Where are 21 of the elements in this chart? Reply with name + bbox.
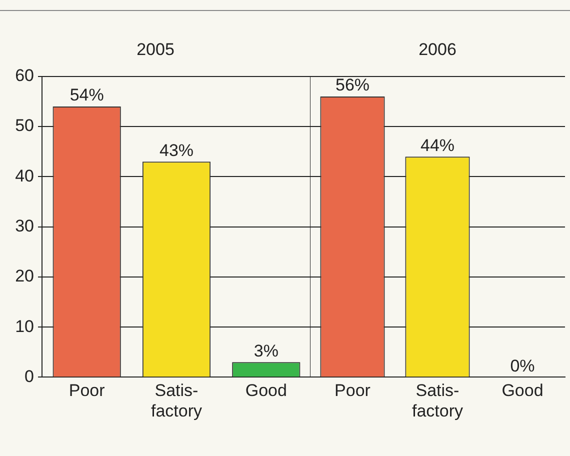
- data-label: 0%: [510, 356, 535, 376]
- y-tick-label: 10: [15, 316, 34, 336]
- data-label: 43%: [159, 140, 194, 160]
- y-tick-label: 20: [15, 266, 34, 286]
- chart-title: 2006: [418, 40, 456, 59]
- x-tick-label: Good: [502, 381, 544, 400]
- x-tick-label: Poor: [68, 381, 106, 400]
- data-label: 54%: [70, 86, 104, 105]
- x-tick-label: Good: [245, 381, 287, 400]
- data-label: 44%: [420, 136, 455, 155]
- data-label: 56%: [335, 76, 370, 95]
- y-tick-label: 50: [15, 116, 34, 136]
- y-tick-label: 0: [24, 366, 34, 386]
- y-tick-label: 40: [15, 166, 34, 186]
- x-tick-label: Poor: [334, 381, 371, 400]
- data-label: 3%: [254, 341, 278, 360]
- y-tick-label: 30: [15, 216, 34, 236]
- chart-title: 2005: [136, 40, 174, 59]
- y-tick-label: 60: [15, 66, 34, 86]
- x-tick-label: Satis- factory: [150, 381, 202, 420]
- x-tick-label: Satis- factory: [412, 381, 464, 420]
